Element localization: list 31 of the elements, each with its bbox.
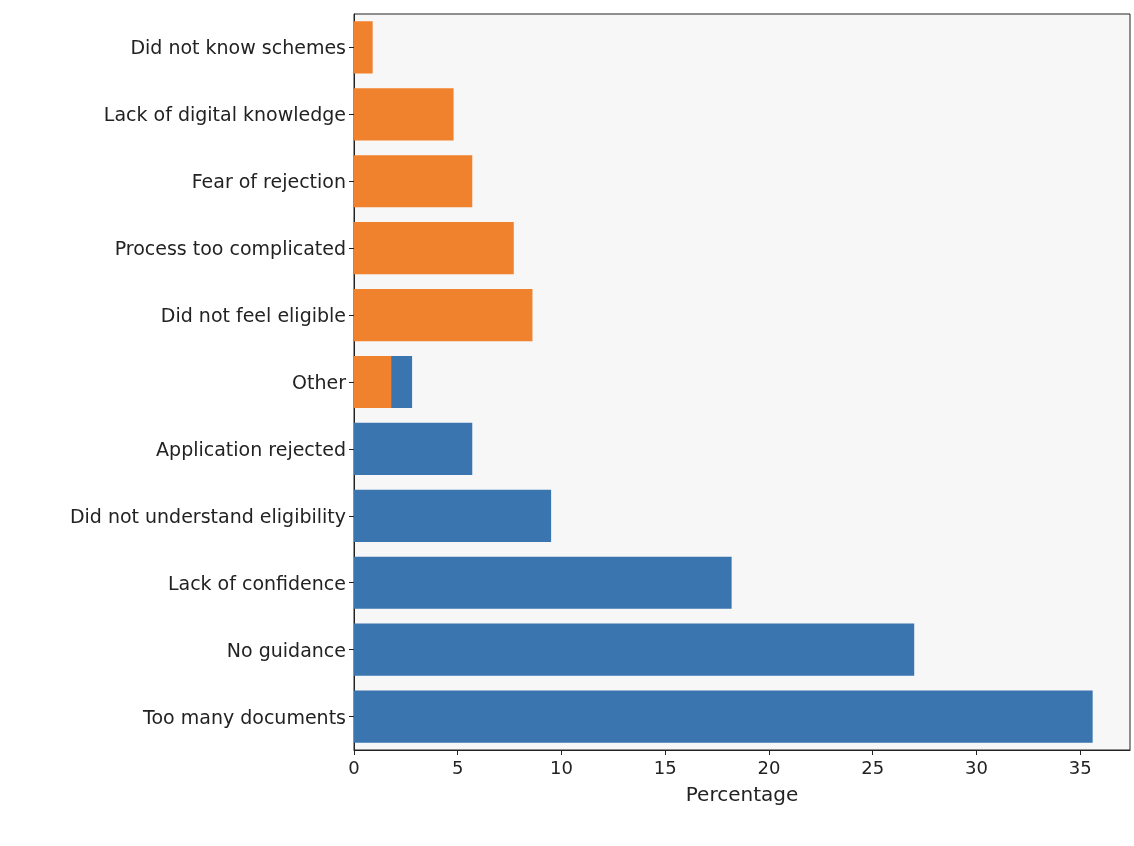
y-tick-label: Lack of confidence <box>167 571 346 594</box>
bar <box>354 289 533 342</box>
x-axis-title: Percentage <box>685 782 799 806</box>
y-tick-label: Lack of digital knowledge <box>103 103 346 126</box>
bar <box>354 88 454 141</box>
y-tick-label: Too many documents <box>142 705 346 728</box>
bar <box>354 422 473 475</box>
x-tick-label: 30 <box>965 756 988 778</box>
bar <box>354 21 373 74</box>
y-tick-label: Process too complicated <box>114 237 346 260</box>
bar <box>354 489 552 542</box>
x-tick-label: 0 <box>348 756 360 778</box>
x-tick-label: 5 <box>452 756 464 778</box>
bar <box>354 355 392 409</box>
y-tick-label: Did not feel eligible <box>160 304 346 327</box>
bar <box>354 556 732 609</box>
y-tick-label: Did not understand eligibility <box>69 504 346 527</box>
x-tick-label: 10 <box>550 756 573 778</box>
bar <box>354 155 473 208</box>
y-tick-label: Other <box>292 371 347 393</box>
y-tick-label: Fear of rejection <box>191 170 346 193</box>
bar <box>354 690 1093 743</box>
y-tick-label: No guidance <box>226 638 346 661</box>
x-tick-label: 20 <box>757 756 781 778</box>
bar <box>354 623 915 676</box>
x-tick-label: 35 <box>1068 756 1092 778</box>
x-tick-label: 15 <box>653 756 677 778</box>
bar <box>354 222 514 275</box>
x-tick-label: 25 <box>861 756 885 778</box>
y-tick-label: Did not know schemes <box>130 36 346 59</box>
y-tick-label: Application rejected <box>156 437 346 460</box>
